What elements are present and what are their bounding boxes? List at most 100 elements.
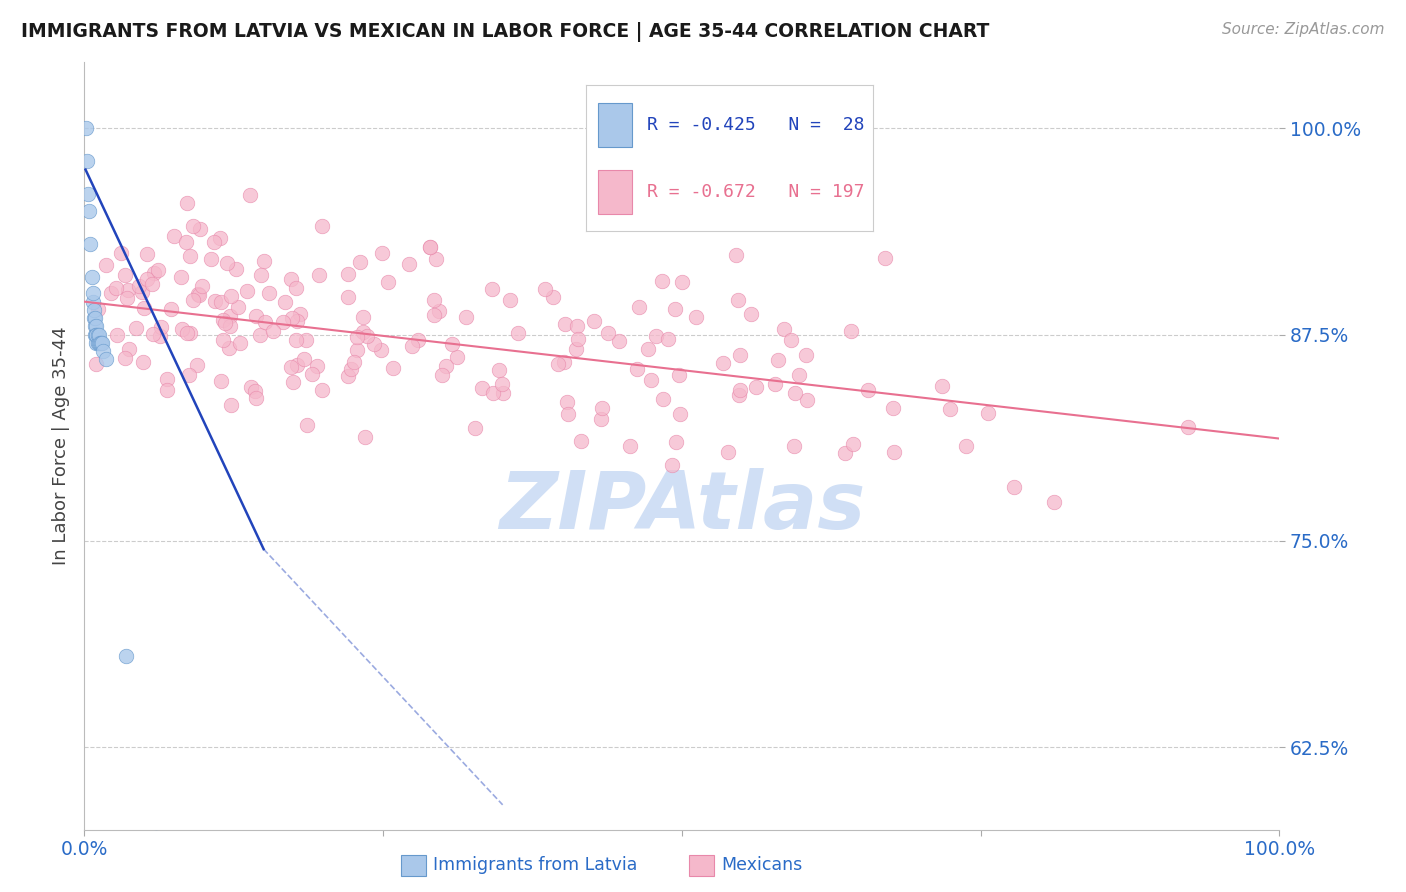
Point <box>218 341 240 355</box>
Point <box>307 359 329 373</box>
Point <box>273 295 295 310</box>
Point <box>75 121 97 136</box>
Point <box>181 293 204 307</box>
Point <box>228 335 250 350</box>
Point <box>191 279 214 293</box>
Point <box>423 308 446 322</box>
Point <box>454 310 477 325</box>
Point <box>204 293 226 308</box>
Point <box>554 318 576 332</box>
Point <box>766 352 789 367</box>
Point <box>434 359 457 373</box>
Point <box>188 288 211 302</box>
Point <box>607 334 630 348</box>
Point <box>219 289 242 303</box>
Point <box>77 203 100 218</box>
Point <box>250 268 273 282</box>
Point <box>619 439 641 453</box>
Point <box>285 281 308 295</box>
Point <box>262 325 284 339</box>
Point <box>669 407 692 421</box>
Point <box>783 386 806 401</box>
Point <box>252 253 274 268</box>
Point <box>211 334 233 348</box>
Point <box>249 328 271 343</box>
Point <box>931 379 953 393</box>
Point <box>110 245 132 260</box>
Point <box>589 411 612 425</box>
Point <box>591 401 613 416</box>
Point <box>1002 480 1025 494</box>
Point <box>100 286 122 301</box>
Point <box>145 830 167 845</box>
Point <box>377 275 399 289</box>
Point <box>711 356 734 370</box>
Point <box>441 336 464 351</box>
Point <box>271 315 294 329</box>
Point <box>547 358 569 372</box>
Text: IMMIGRANTS FROM LATVIA VS MEXICAN IN LABOR FORCE | AGE 35-44 CORRELATION CHART: IMMIGRANTS FROM LATVIA VS MEXICAN IN LAB… <box>21 22 990 42</box>
Point <box>105 328 128 343</box>
Point <box>346 343 368 357</box>
Point <box>82 294 104 309</box>
Point <box>136 246 159 260</box>
Point <box>245 391 267 405</box>
Point <box>419 240 441 254</box>
Point <box>117 283 139 297</box>
Point <box>740 307 762 321</box>
Point <box>541 290 564 304</box>
Point <box>363 337 385 351</box>
Point <box>240 380 263 394</box>
Point <box>730 383 752 397</box>
Point <box>661 458 683 473</box>
Point <box>86 335 108 350</box>
Point <box>176 326 198 341</box>
Point <box>728 348 751 362</box>
Point <box>87 335 110 350</box>
Point <box>427 304 450 318</box>
Point <box>295 417 318 432</box>
Point <box>311 384 333 398</box>
Point <box>86 327 108 342</box>
Point <box>172 321 194 335</box>
Point <box>419 239 441 253</box>
Point <box>464 421 486 435</box>
Point <box>94 352 117 367</box>
Point <box>423 293 446 308</box>
Point <box>446 350 468 364</box>
Point <box>89 335 111 350</box>
Point <box>84 327 107 342</box>
Point <box>149 320 172 334</box>
Point <box>336 267 359 281</box>
Point <box>582 314 605 328</box>
Point <box>337 290 360 304</box>
Point <box>209 294 232 309</box>
Point <box>406 334 429 348</box>
Point <box>783 439 806 453</box>
Point <box>1042 495 1064 509</box>
Point <box>114 351 136 366</box>
Point <box>651 392 673 407</box>
Point <box>651 274 673 288</box>
Point <box>142 327 165 342</box>
Point <box>763 377 786 392</box>
Point <box>664 301 686 316</box>
Point <box>219 309 242 323</box>
Point <box>506 326 529 340</box>
Point <box>131 285 153 299</box>
Point <box>657 332 679 346</box>
Point <box>671 275 693 289</box>
Point <box>132 355 155 369</box>
Point <box>858 383 880 397</box>
Point <box>773 322 796 336</box>
Point <box>281 375 304 389</box>
Point <box>211 312 233 326</box>
Point <box>841 324 863 338</box>
Point <box>215 256 238 270</box>
Point <box>128 279 150 293</box>
Point <box>492 386 515 401</box>
Point <box>370 343 392 357</box>
Point <box>86 302 108 317</box>
Point <box>174 235 197 249</box>
Point <box>882 401 904 415</box>
